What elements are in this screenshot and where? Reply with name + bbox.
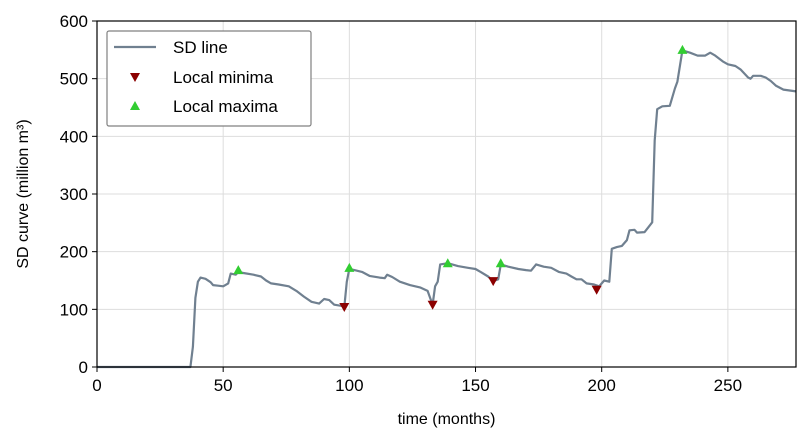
plot-area xyxy=(97,44,797,369)
y-tick-label: 300 xyxy=(60,185,88,204)
legend: SD line Local minima Local maxima xyxy=(106,30,312,127)
x-tick-label: 200 xyxy=(588,376,616,395)
local-minimum-marker xyxy=(488,277,499,287)
y-tick-label: 100 xyxy=(60,300,88,319)
local-maximum-marker xyxy=(344,262,355,272)
local-maximum-marker xyxy=(677,44,688,54)
x-tick-label: 50 xyxy=(214,376,233,395)
legend-label-local-maxima: Local maxima xyxy=(173,97,278,116)
local-minimum-marker xyxy=(339,303,350,313)
legend-box xyxy=(106,30,312,127)
local-maximum-marker xyxy=(442,258,453,268)
legend-label-local-minima: Local minima xyxy=(173,68,274,87)
y-axis-label: SD curve (million m³) xyxy=(15,119,32,268)
axis-ticks: 0 50 100 150 200 250 0 100 200 300 400 500 600 xyxy=(60,12,742,395)
legend-maxima-swatch xyxy=(130,101,140,110)
y-tick-label: 500 xyxy=(60,70,88,89)
local-maximum-marker xyxy=(233,265,244,275)
x-axis-label: time (months) xyxy=(398,411,496,428)
x-tick-label: 0 xyxy=(92,376,101,395)
y-tick-label: 200 xyxy=(60,243,88,262)
y-tick-label: 0 xyxy=(79,358,88,377)
x-tick-label: 100 xyxy=(335,376,363,395)
local-maximum-marker xyxy=(495,258,506,268)
local-minimum-marker xyxy=(427,300,438,310)
y-tick-label: 400 xyxy=(60,127,88,146)
legend-minima-swatch xyxy=(130,73,140,82)
y-tick-label: 600 xyxy=(60,12,88,31)
x-tick-label: 250 xyxy=(714,376,742,395)
legend-label-sd-line: SD line xyxy=(173,38,228,57)
x-tick-label: 150 xyxy=(461,376,489,395)
local-minimum-marker xyxy=(591,285,602,295)
